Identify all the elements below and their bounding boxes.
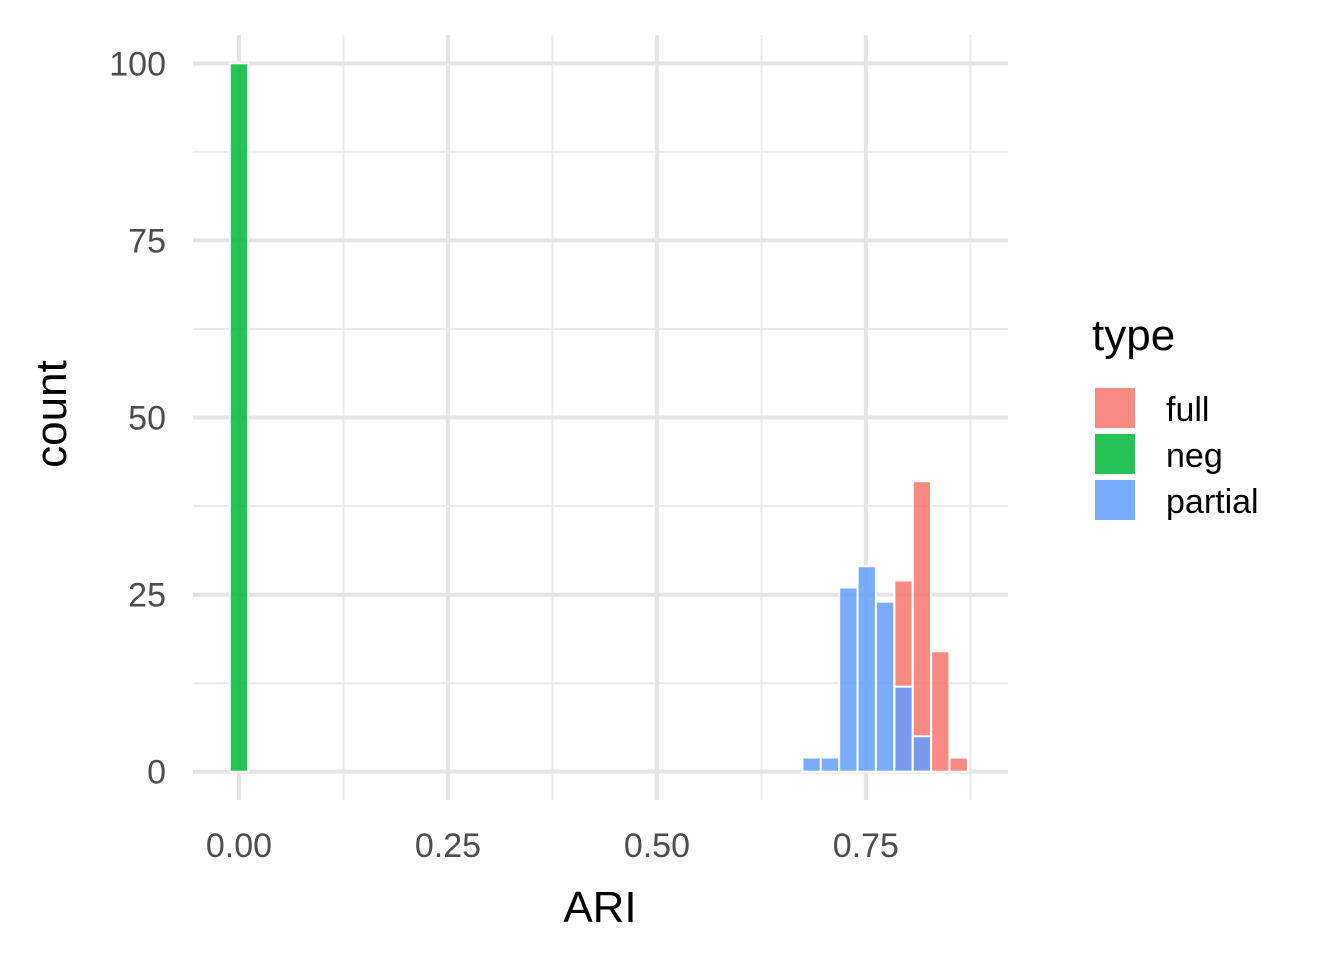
legend-key-full [1095,388,1135,428]
legend: type full neg partial [1092,311,1259,521]
x-tick-label: 0.00 [206,827,272,865]
bar-full [930,650,951,773]
x-tick-label: 0.50 [624,827,690,865]
legend-title: type [1092,311,1175,360]
bar-partial [911,735,933,773]
y-tick-label: 75 [128,222,166,260]
x-tick-label: 0.25 [415,827,481,865]
x-axis-title: ARI [563,883,636,932]
bar-full [911,480,933,773]
bar-neg [228,62,250,773]
legend-key-neg [1095,434,1135,474]
legend-key-partial [1095,480,1135,520]
x-tick-label: 0.75 [833,827,899,865]
bar-partial [801,756,822,773]
bars-layer [228,62,969,773]
y-axis-title: count [27,360,76,468]
bar-partial [838,586,859,773]
bar-partial [819,756,841,773]
x-tick-labels: 0.00 0.25 0.50 0.75 [206,827,899,865]
bar-partial [893,685,914,773]
bar-full [948,756,969,773]
legend-label-partial: partial [1166,483,1259,521]
y-tick-label: 100 [109,45,166,83]
y-tick-label: 25 [128,577,166,615]
y-tick-label: 0 [147,754,166,792]
y-tick-label: 50 [128,400,166,438]
legend-label-full: full [1166,391,1209,429]
legend-label-neg: neg [1166,437,1223,475]
bar-partial [874,600,896,773]
y-tick-labels: 0 25 50 75 100 [109,45,166,791]
bar-partial [856,565,877,773]
